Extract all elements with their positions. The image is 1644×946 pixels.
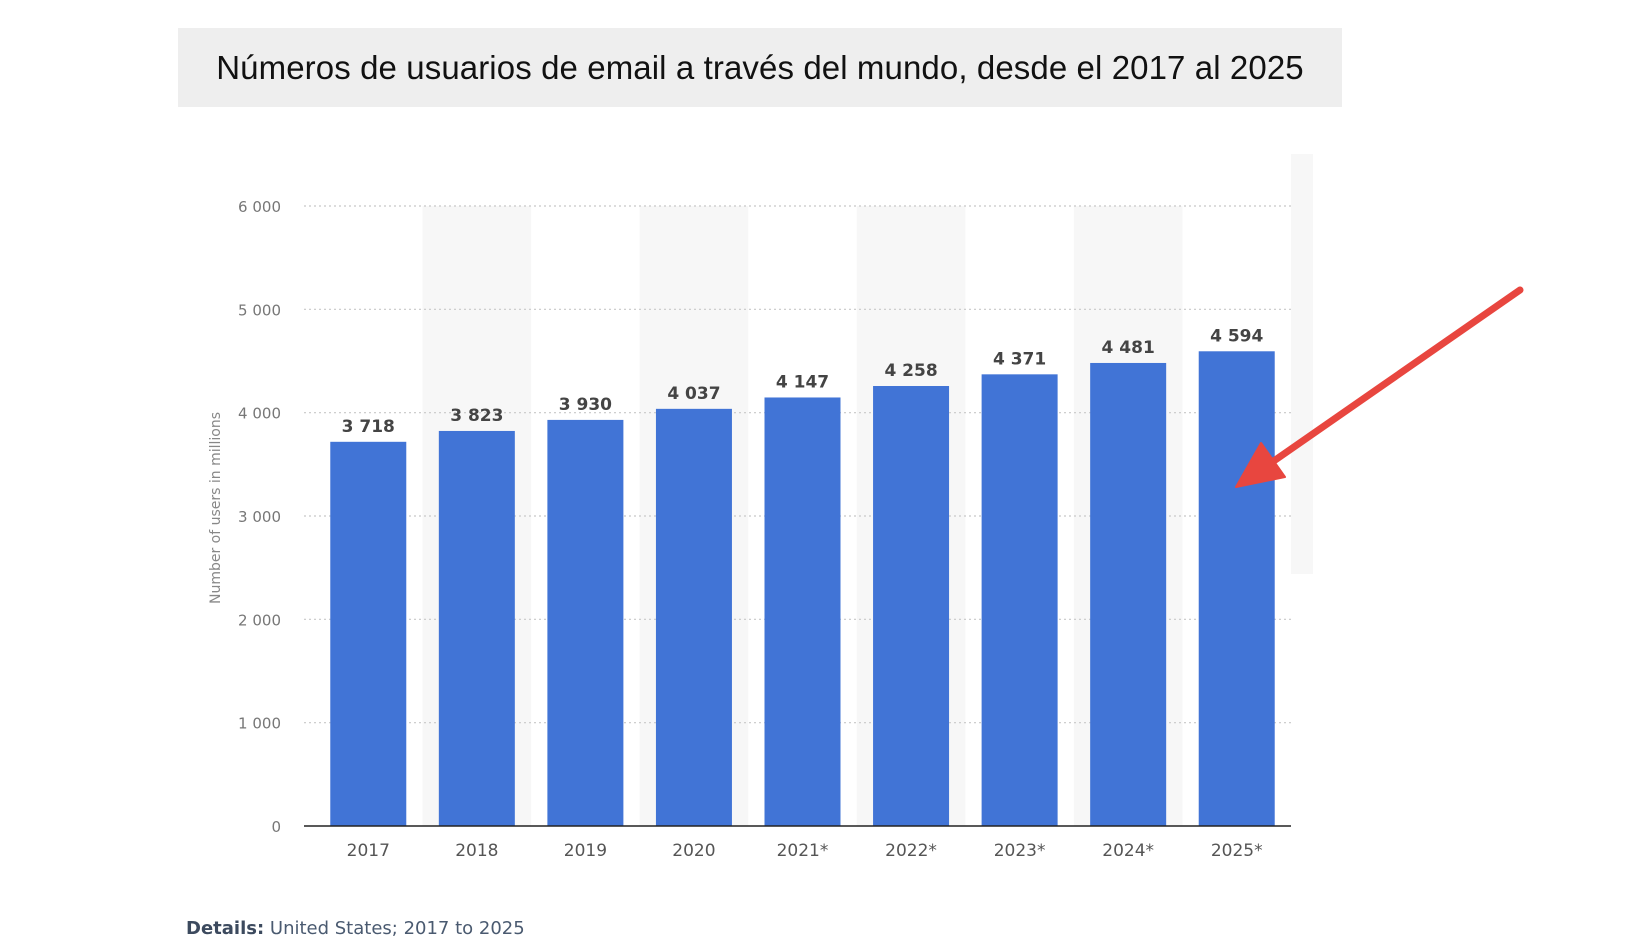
x-tick-label: 2024* [1102,841,1154,861]
y-tick-label: 6 000 [238,198,281,216]
data-label: 4 147 [776,372,829,392]
data-label: 4 594 [1210,326,1263,346]
y-tick-label: 1 000 [238,715,281,733]
data-label: 4 481 [1102,338,1155,358]
y-tick-label: 0 [271,818,281,836]
x-tick-label: 2021* [777,841,829,861]
y-tick-label: 4 000 [238,405,281,423]
chart-title-banner: Números de usuarios de email a través de… [178,28,1342,107]
data-label: 3 930 [559,395,612,415]
chart-title: Números de usuarios de email a través de… [216,48,1304,86]
y-axis-title: Number of users in millions [208,412,224,604]
x-tick-label: 2018 [455,841,498,861]
x-tick-label: 2022* [885,841,937,861]
background-band [1291,154,1313,574]
bar [655,408,732,826]
bar [873,386,950,826]
x-tick-label: 2023* [994,841,1046,861]
details-label: Details: [186,918,265,939]
y-tick-label: 2 000 [238,611,281,629]
bar [981,374,1058,826]
annotation-arrow-head [1235,442,1286,488]
x-tick-label: 2025* [1211,841,1263,861]
x-tick-label: 2019 [564,841,607,861]
y-tick-label: 3 000 [238,508,281,526]
x-tick-label: 2017 [347,841,390,861]
details-note: Details: United States; 2017 to 2025 [186,918,525,939]
bar [764,397,841,826]
bar [547,419,624,826]
details-text: United States; 2017 to 2025 [269,918,525,939]
bar [1090,362,1167,826]
y-tick-label: 5 000 [238,301,281,319]
data-label: 4 258 [884,361,937,381]
annotation-arrow-shaft [1264,286,1524,469]
data-label: 3 823 [450,406,503,426]
data-label: 4 371 [993,349,1046,369]
bar [1198,351,1275,826]
data-label: 4 037 [667,384,720,404]
bar [438,430,515,826]
data-label: 3 718 [342,417,395,437]
x-tick-label: 2020 [672,841,715,861]
bar [330,441,407,826]
